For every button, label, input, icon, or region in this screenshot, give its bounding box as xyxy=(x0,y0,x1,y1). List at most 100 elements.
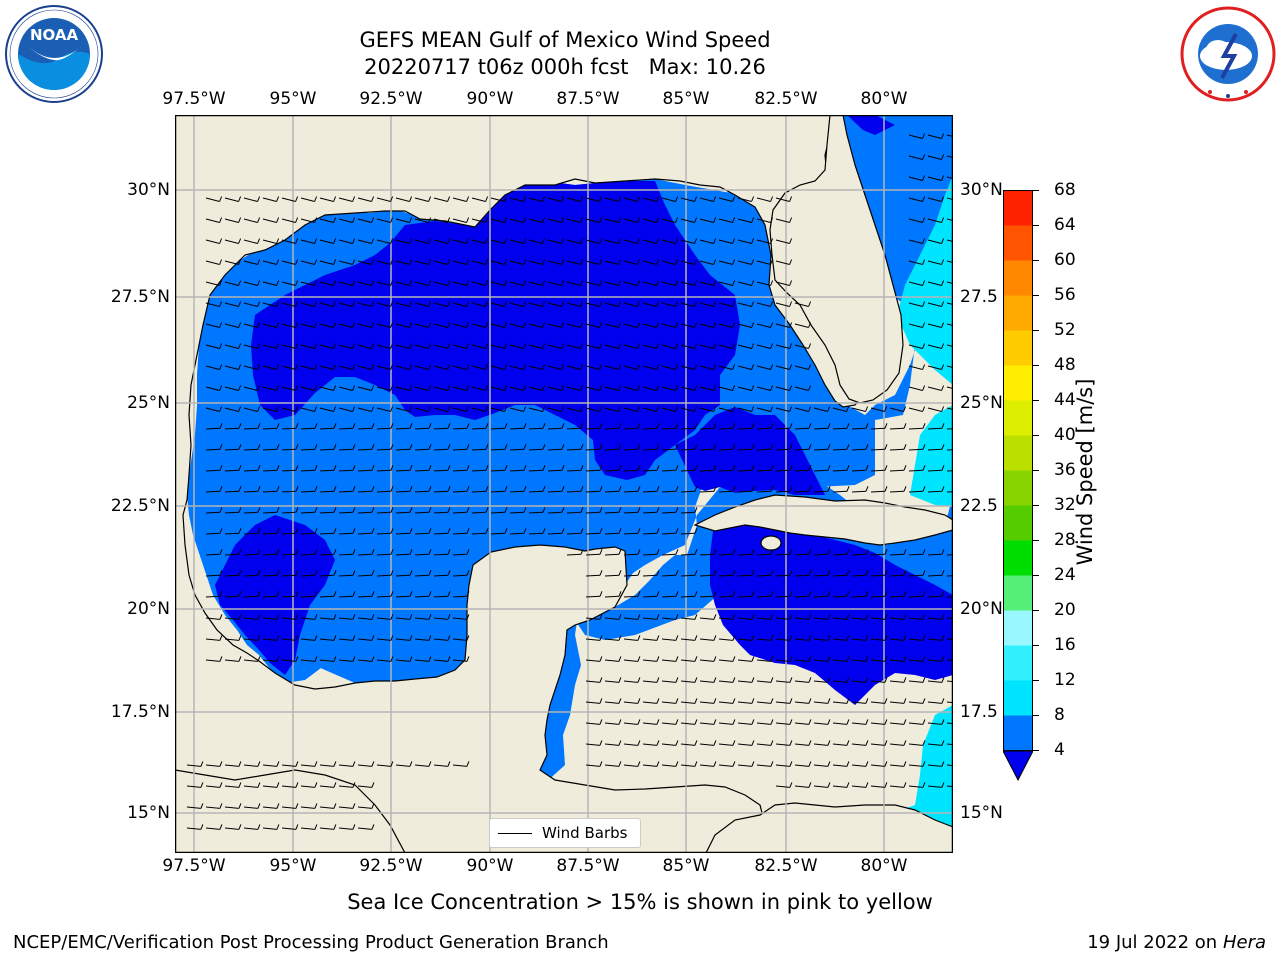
wind-barb xyxy=(604,574,620,577)
wind-barb-flag xyxy=(789,698,793,704)
wind-barb-flag xyxy=(694,549,698,555)
svg-text:NOAA: NOAA xyxy=(30,26,79,44)
wind-barb-flag xyxy=(580,322,584,328)
wind-barb-flag xyxy=(789,217,793,223)
wind-barb xyxy=(604,323,619,328)
wind-barb xyxy=(357,764,372,767)
wind-barb-flag xyxy=(865,486,869,492)
chart-title-line1: GEFS MEAN Gulf of Mexico Wind Speed xyxy=(359,28,771,52)
wind-barb xyxy=(490,427,506,430)
wind-barb xyxy=(414,260,429,265)
wind-barb-flag xyxy=(352,385,356,391)
wind-barb-flag xyxy=(941,740,945,746)
wind-barb-flag xyxy=(257,591,261,597)
wind-barb xyxy=(319,344,334,349)
wind-barb-flag xyxy=(903,677,907,683)
wind-barb xyxy=(699,617,714,620)
wind-barb-flag xyxy=(295,406,299,412)
wind-barb xyxy=(566,532,582,535)
wind-barb-flag xyxy=(941,364,945,370)
wind-barb xyxy=(604,407,619,412)
wind-barb-flag xyxy=(466,761,470,767)
wind-barb xyxy=(585,659,600,662)
wind-barb xyxy=(262,365,277,370)
wind-barb xyxy=(870,574,886,577)
wind-barb xyxy=(756,407,771,412)
wind-barb-flag xyxy=(884,591,888,597)
wind-barb-flag xyxy=(922,238,926,244)
wind-barb xyxy=(414,386,429,391)
wind-barb xyxy=(338,239,353,244)
wind-barb xyxy=(300,490,316,493)
wind-barb xyxy=(832,785,847,788)
wind-barb xyxy=(566,197,581,202)
wind-barb xyxy=(490,407,505,412)
wind-barb xyxy=(927,323,942,328)
wind-barb-flag xyxy=(371,423,375,429)
wind-barb xyxy=(205,659,220,662)
wind-barb xyxy=(680,427,696,430)
wind-barb xyxy=(946,764,953,767)
wind-barb-flag xyxy=(808,719,812,725)
wind-barb-flag xyxy=(865,740,869,746)
wind-barb-flag xyxy=(656,322,660,328)
wind-barb xyxy=(319,511,335,514)
wind-barb xyxy=(927,427,943,430)
wind-barb xyxy=(300,532,316,535)
wind-barb xyxy=(737,617,752,620)
wind-barb-flag xyxy=(732,364,736,370)
wind-barb-flag xyxy=(789,444,793,450)
wind-barb-flag xyxy=(656,591,660,597)
wind-barb xyxy=(680,260,695,265)
wind-barb xyxy=(604,680,619,683)
wind-barb-flag xyxy=(941,175,945,181)
wind-barb-flag xyxy=(751,364,755,370)
wind-barb-flag xyxy=(599,280,603,286)
wind-barb xyxy=(680,407,695,412)
wind-barb xyxy=(623,427,639,430)
wind-barb-flag xyxy=(371,549,375,555)
wind-barb xyxy=(300,764,315,767)
wind-barb xyxy=(927,260,942,265)
wind-barb xyxy=(756,638,771,641)
wind-barb xyxy=(490,448,506,451)
wind-barb xyxy=(509,532,525,535)
wind-barb xyxy=(661,344,676,349)
wind-barb xyxy=(319,806,334,809)
wind-barb-flag xyxy=(941,761,945,767)
wind-barb-flag xyxy=(466,614,470,620)
wind-barb xyxy=(756,302,771,307)
wind-barb xyxy=(528,448,544,451)
wind-barb xyxy=(775,701,790,704)
wind-barb-flag xyxy=(675,385,679,391)
wind-barb xyxy=(756,427,772,430)
wind-barb-flag xyxy=(542,259,546,265)
lat-label-left-0: 30°N xyxy=(127,180,170,200)
wind-barb-flag xyxy=(922,614,926,620)
wind-barb xyxy=(585,511,601,514)
wind-barb xyxy=(946,407,953,411)
wind-barb xyxy=(851,617,866,620)
wind-barb xyxy=(927,638,942,641)
wind-barb-flag xyxy=(523,423,527,429)
wind-barb-flag xyxy=(694,528,698,534)
wind-barb-flag xyxy=(561,465,565,471)
wind-barb xyxy=(357,323,372,328)
wind-barb-flag xyxy=(675,698,679,704)
wind-barb xyxy=(452,407,467,412)
wind-barb-flag xyxy=(409,217,413,223)
wind-barb xyxy=(585,218,600,223)
wind-barb-flag xyxy=(295,423,299,429)
lon-label-bottom-2: 92.5°W xyxy=(359,856,423,876)
wind-barb xyxy=(262,532,278,535)
wind-barb-flag xyxy=(466,259,470,265)
wind-barb xyxy=(737,448,753,451)
wind-barb-flag xyxy=(865,465,869,471)
wind-barb xyxy=(908,490,924,493)
wind-barb-flag xyxy=(352,406,356,412)
wind-barb-flag xyxy=(219,423,223,429)
wind-barb xyxy=(718,553,734,556)
wind-barb-flag xyxy=(257,465,261,471)
wind-barb xyxy=(528,281,543,286)
wind-barb-flag xyxy=(789,322,793,328)
